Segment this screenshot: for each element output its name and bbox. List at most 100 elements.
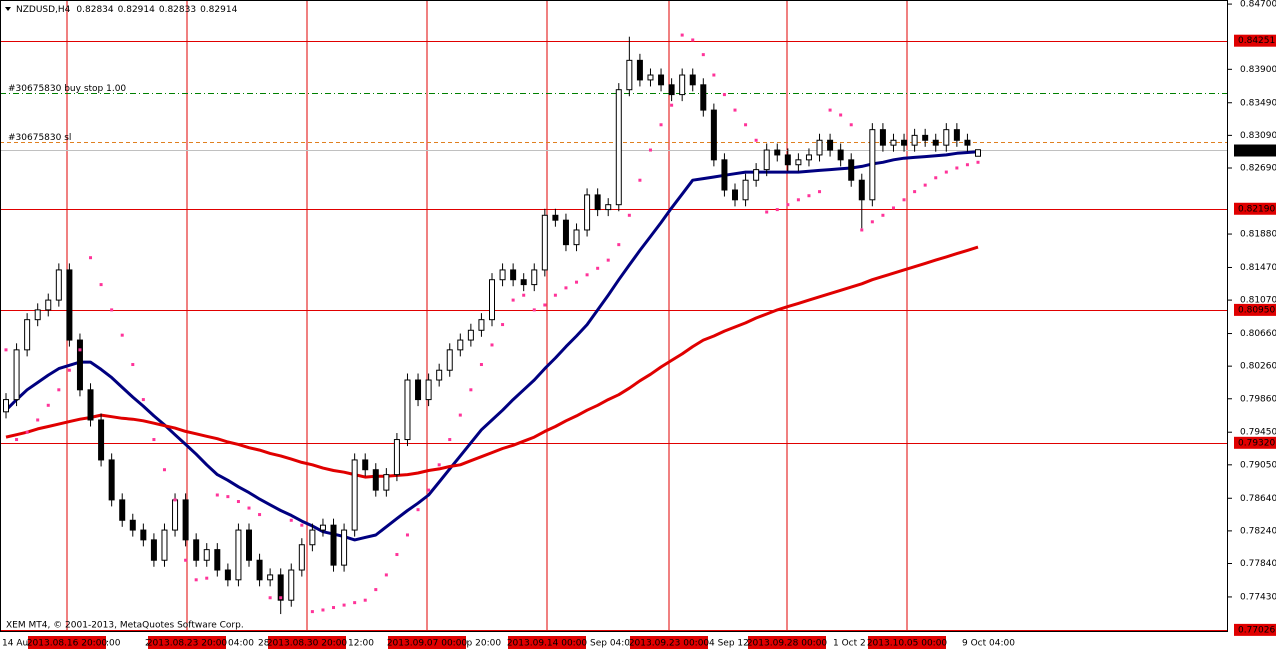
sar-dot xyxy=(775,208,779,212)
sar-dot xyxy=(934,176,938,180)
sar-dot xyxy=(427,488,431,492)
sar-dot xyxy=(110,308,114,312)
separator-tag xyxy=(28,636,106,649)
y-tick-label: 0.80260 xyxy=(1240,362,1276,372)
candle-body xyxy=(150,539,157,561)
sar-dot xyxy=(205,576,209,580)
candle-body xyxy=(837,149,844,161)
sar-dot xyxy=(226,495,230,499)
candle-body xyxy=(203,549,210,561)
candle-body xyxy=(415,379,422,401)
candle-body xyxy=(510,269,517,281)
sar-dot xyxy=(902,198,906,202)
candle-body xyxy=(277,574,284,601)
sar-dot xyxy=(617,243,621,247)
separator-tag xyxy=(748,636,826,649)
sar-dot xyxy=(891,206,895,210)
y-tick-label: 0.80660 xyxy=(1240,329,1276,339)
candle-body xyxy=(457,339,464,351)
sar-dot xyxy=(807,194,811,198)
candle-body xyxy=(161,529,168,561)
y-tick-label: 0.83490 xyxy=(1240,98,1276,108)
candle-body xyxy=(964,139,971,146)
candle-body xyxy=(372,469,379,491)
sar-dot xyxy=(870,220,874,224)
sar-dot xyxy=(89,256,93,260)
candle-body xyxy=(330,524,337,566)
candle-body xyxy=(658,74,665,86)
sar-dot xyxy=(437,463,441,467)
candle-body xyxy=(182,499,189,541)
sar-dot xyxy=(15,438,19,442)
sar-dot xyxy=(965,163,969,167)
candle-body xyxy=(932,139,939,146)
sar-dot xyxy=(25,430,29,434)
sar-dot xyxy=(141,398,145,402)
candle-body xyxy=(319,524,326,531)
candle-body xyxy=(805,154,812,161)
sar-dot xyxy=(67,368,71,372)
candle-body xyxy=(193,539,200,561)
candle-body xyxy=(562,219,569,246)
sar-dot xyxy=(733,108,737,112)
separator-tag xyxy=(630,636,708,649)
level-tag-label: 0.77026 xyxy=(1238,625,1275,635)
candle-body xyxy=(436,369,443,381)
y-tick-label: 0.77430 xyxy=(1240,592,1276,602)
sar-dot xyxy=(722,93,726,97)
quote-high: 0.82914 xyxy=(118,5,155,15)
sar-dot xyxy=(606,258,610,262)
sar-dot xyxy=(881,213,885,217)
sar-dot xyxy=(479,363,483,367)
y-tick-label: 0.78240 xyxy=(1240,526,1276,536)
sar-dot xyxy=(405,533,409,537)
candle-body xyxy=(647,74,654,81)
menu-arrow[interactable] xyxy=(5,7,11,11)
candle-body xyxy=(383,474,390,491)
candle-body xyxy=(87,389,94,421)
level-tag-label: 0.82190 xyxy=(1238,204,1275,214)
sar-dot xyxy=(796,198,800,202)
separator-label: 2013.09.14 00:00 xyxy=(507,639,588,649)
level-tag xyxy=(1234,202,1276,215)
candle-body xyxy=(890,139,897,146)
candle-body xyxy=(541,214,548,271)
sar-dot xyxy=(627,213,631,217)
candle-body xyxy=(341,529,348,566)
candle-body xyxy=(214,549,221,571)
candle-body xyxy=(763,149,770,171)
x-tick-label: ep 20:00 xyxy=(461,639,501,649)
sar-dot xyxy=(268,596,272,600)
sar-dot xyxy=(553,293,557,297)
separator-tag xyxy=(508,636,586,649)
candle-body xyxy=(869,129,876,201)
sar-dot xyxy=(786,203,790,207)
candle-body xyxy=(911,134,918,146)
sar-dot xyxy=(564,286,568,290)
sar-dot xyxy=(289,518,293,522)
candle-body xyxy=(267,574,274,581)
sar-dot xyxy=(744,123,748,127)
sar-dot xyxy=(955,166,959,170)
sar-dot xyxy=(363,598,367,602)
quote-close: 0.82914 xyxy=(200,5,237,15)
candle-body xyxy=(827,139,834,151)
candle-body xyxy=(489,279,495,321)
candle-body xyxy=(742,179,749,201)
plot-border xyxy=(0,0,1228,632)
sar-dot xyxy=(648,148,652,152)
order-label: #30675830 sl xyxy=(8,133,71,143)
candle-body xyxy=(774,149,781,156)
y-tick-label: 0.79450 xyxy=(1240,428,1276,438)
candle-body xyxy=(816,139,823,156)
sar-dot xyxy=(849,123,853,127)
separator-tag xyxy=(148,636,226,649)
candle-body xyxy=(129,519,136,531)
sar-dot xyxy=(765,210,769,214)
sar-dot xyxy=(691,38,695,42)
sar-dot xyxy=(585,273,589,277)
candle-body xyxy=(499,269,506,281)
candle-body xyxy=(362,459,369,471)
